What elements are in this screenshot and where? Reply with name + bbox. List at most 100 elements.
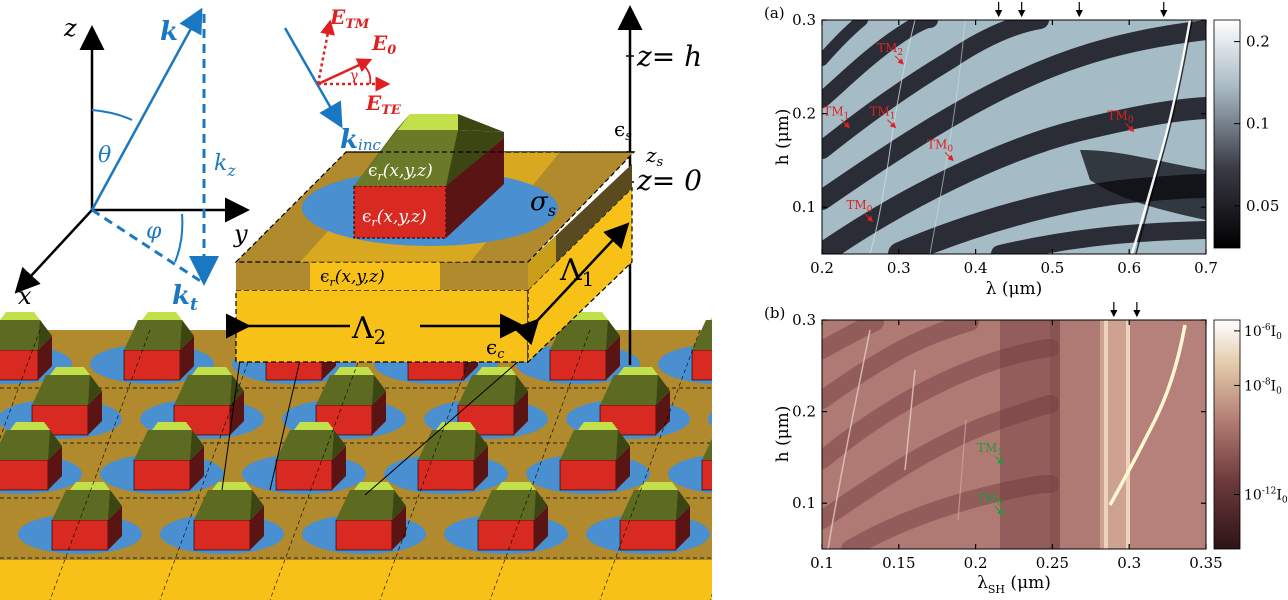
array-element bbox=[708, 411, 712, 427]
field-band bbox=[841, 475, 1059, 549]
x-tick-label: 0.3 bbox=[1117, 554, 1141, 572]
annotations-b: TM1 TM0 bbox=[977, 441, 1004, 516]
axis-y-label: y bbox=[233, 220, 248, 248]
axis-b-ylabel: h (μm) bbox=[773, 406, 793, 463]
mode-annotation: TM1 bbox=[977, 441, 1003, 458]
array-element bbox=[302, 482, 426, 554]
eps-r-top-label: ϵr(x,y,z) bbox=[368, 161, 433, 183]
heatmap-b-bands bbox=[822, 320, 1206, 549]
x-tick-label: 0.15 bbox=[882, 554, 915, 572]
annotation-pointer bbox=[1125, 122, 1135, 133]
x-tick-label: 0.7 bbox=[1194, 259, 1218, 277]
incident-field: ETM E0 γ ETE kinc bbox=[283, 5, 402, 155]
heatmap-b-bright-curve bbox=[1108, 324, 1187, 506]
annotation-pointer bbox=[894, 55, 904, 65]
colorbar-tick-label: 0.2 bbox=[1246, 33, 1270, 51]
y-tick-label: 0.1 bbox=[792, 494, 816, 512]
y-tick-label: 0.3 bbox=[792, 311, 816, 329]
panel-b: (b) 0.1 0.15 0.2 0.25 0.3 0.350.10.20.3 TM1TM… bbox=[764, 302, 1288, 596]
heatmap-a-tm0-shadow bbox=[1135, 20, 1193, 254]
mode-annotation: TM0 bbox=[977, 491, 1003, 508]
array-element bbox=[586, 482, 710, 554]
k-label: k bbox=[160, 17, 178, 47]
y-tick-label: 0.2 bbox=[792, 105, 816, 123]
field-band bbox=[822, 339, 1059, 469]
wavevector: k θ kz φ kt bbox=[90, 7, 236, 315]
annotation-pointer bbox=[994, 506, 1004, 516]
colorbar-tick-label: 10-8I0 bbox=[1244, 377, 1282, 396]
k-inc-label: kinc bbox=[340, 125, 381, 155]
heatmap-a-tm0-line bbox=[1130, 20, 1192, 254]
array-element bbox=[18, 482, 142, 554]
x-tick-label: 0.3 bbox=[887, 259, 911, 277]
e-te-label: ETE bbox=[365, 91, 402, 118]
field-band bbox=[1080, 150, 1206, 220]
colorbar-b bbox=[1213, 319, 1241, 550]
faint-mode-line bbox=[869, 20, 916, 254]
x-tick-label: 0.5 bbox=[1040, 259, 1064, 277]
sigma-label: σs bbox=[530, 187, 556, 220]
array-element bbox=[384, 422, 508, 494]
field-band bbox=[822, 20, 1206, 210]
array-element bbox=[658, 317, 712, 384]
top-arrows-a bbox=[995, 2, 1168, 18]
array-element bbox=[668, 438, 712, 494]
coordinate-axes: z y x bbox=[14, 14, 250, 310]
array-element bbox=[242, 422, 366, 494]
array-element bbox=[160, 482, 284, 554]
axes-b-ticks: 0.1 0.15 0.2 0.25 0.3 0.35 0.1 0.2 0.3 bbox=[792, 311, 1223, 572]
lambda1-arrow bbox=[513, 222, 630, 346]
y-tick-label: 0.2 bbox=[792, 403, 816, 421]
panel-b-label: (b) bbox=[764, 304, 785, 322]
heatmap-b-dark-strip bbox=[1050, 320, 1060, 549]
annotation-pointer bbox=[994, 455, 1004, 465]
x-tick-label: 0.6 bbox=[1117, 259, 1141, 277]
mode-annotation: TM0 bbox=[1108, 108, 1134, 125]
field-band bbox=[822, 20, 868, 66]
axes-a-frame bbox=[821, 19, 1207, 255]
z-s-label: zs bbox=[645, 143, 664, 170]
colorbar-tick-label: 10-12I0 bbox=[1244, 486, 1288, 505]
heatmap-b-faint-line bbox=[827, 329, 871, 549]
faint-mode-line bbox=[929, 20, 966, 254]
periodic-array bbox=[0, 312, 712, 600]
field-band bbox=[991, 221, 1206, 254]
axis-a-ylabel: h (μm) bbox=[773, 109, 793, 166]
mode-annotation: TM1 bbox=[823, 105, 849, 122]
mode-annotation: TM2 bbox=[877, 41, 903, 58]
annotation-pointer bbox=[887, 119, 897, 129]
array-element bbox=[0, 422, 82, 494]
colorbar-tick-label: 0.05 bbox=[1246, 197, 1279, 215]
metasurface-schematic: z y x k θ kz φ kt ETM E0 γ ETE bbox=[0, 5, 712, 600]
field-band bbox=[822, 320, 884, 359]
y-tick-label: 0.3 bbox=[792, 11, 816, 29]
array-element bbox=[90, 312, 214, 384]
gamma-label: γ bbox=[350, 68, 358, 84]
mode-annotation: TM1 bbox=[869, 105, 895, 122]
x-tick-label: 0.1 bbox=[810, 554, 834, 572]
x-tick-label: 0.4 bbox=[964, 259, 988, 277]
kz-label: kz bbox=[214, 151, 236, 180]
colorbar-tick-label: 0.1 bbox=[1246, 115, 1270, 133]
e0-label: E0 bbox=[371, 31, 396, 58]
heatmap-b-faint-line-2 bbox=[904, 369, 916, 471]
top-arrows-b bbox=[1110, 302, 1141, 318]
panel-a: (a) 0.2 0.3 0.4 0.5 0.6 0.7 0.1 0.2 0.3 TM2 TM1 TM… bbox=[764, 2, 1279, 299]
colorbar-a bbox=[1213, 19, 1241, 249]
x-tick-label: 0.25 bbox=[1036, 554, 1069, 572]
eps-s-label: ϵs bbox=[614, 117, 632, 144]
annotation-pointer bbox=[864, 212, 874, 222]
axis-a-xlabel: λ (μm) bbox=[986, 279, 1043, 299]
lambda1-label: Λ1 bbox=[559, 253, 594, 291]
x-tick-label: 0.2 bbox=[810, 259, 834, 277]
heatmap-b-faint-line-3 bbox=[957, 419, 967, 521]
field-band bbox=[822, 320, 979, 409]
z-h-label: z= h bbox=[636, 40, 702, 73]
annotation-pointer bbox=[841, 119, 851, 129]
kt-label: kt bbox=[172, 281, 198, 315]
eps-c-label: ϵc bbox=[486, 335, 505, 362]
panel-a-label: (a) bbox=[764, 4, 785, 22]
field-band bbox=[822, 20, 938, 108]
phi-label: φ bbox=[146, 219, 162, 244]
